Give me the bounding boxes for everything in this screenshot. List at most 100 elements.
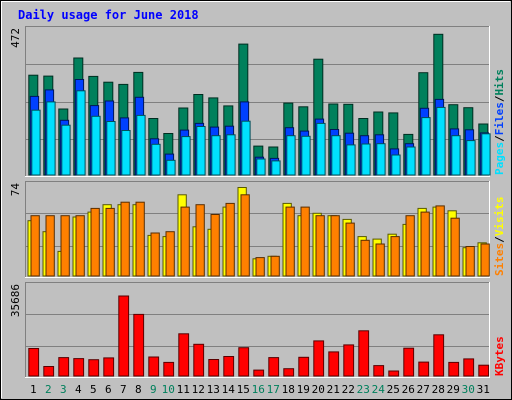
bar-pages-day-22	[346, 144, 356, 176]
legend-separator: /	[493, 95, 506, 102]
bar-sites-day-16	[255, 257, 265, 277]
legend-hits: Hits	[493, 69, 506, 96]
legend-visits: Visits	[493, 197, 506, 237]
bar-sites-day-1	[30, 215, 40, 277]
bar-pages-day-19	[301, 135, 311, 176]
bar-pages-day-25	[391, 154, 401, 176]
bar-sites-day-5	[90, 207, 100, 277]
bar-kbytes-day-24	[373, 365, 385, 377]
ymax-label: 35686	[9, 284, 22, 317]
bar-pages-day-9	[151, 143, 161, 176]
bar-kbytes-day-10	[163, 361, 175, 377]
bar-sites-day-22	[345, 222, 355, 277]
day-label-26: 26	[402, 383, 415, 396]
bar-sites-day-31	[480, 243, 490, 277]
bar-pages-day-14	[226, 134, 236, 176]
bar-kbytes-day-14	[223, 356, 235, 377]
ymax-label: 74	[9, 183, 22, 197]
bar-pages-day-6	[106, 121, 116, 176]
day-label-27: 27	[417, 383, 430, 396]
bar-sites-day-20	[315, 215, 325, 277]
day-label-11: 11	[177, 383, 190, 396]
bar-kbytes-day-22	[343, 344, 355, 377]
bar-sites-day-23	[360, 239, 370, 277]
day-label-25: 25	[387, 383, 400, 396]
bar-sites-day-2	[45, 215, 55, 277]
bar-pages-day-13	[211, 135, 221, 176]
bar-pages-day-8	[136, 114, 146, 176]
day-label-18: 18	[282, 383, 295, 396]
bar-pages-day-2	[46, 101, 56, 176]
bar-pages-day-31	[481, 133, 491, 176]
bar-pages-day-3	[61, 124, 71, 176]
bar-sites-day-6	[105, 207, 115, 277]
bar-pages-day-15	[241, 120, 251, 176]
bar-pages-day-21	[331, 135, 341, 176]
day-label-22: 22	[342, 383, 355, 396]
day-label-3: 3	[60, 383, 67, 396]
side-legend: Pages/Files/Hits	[493, 69, 506, 175]
bar-pages-day-10	[166, 159, 176, 176]
bar-sites-day-25	[390, 236, 400, 277]
day-label-20: 20	[312, 383, 325, 396]
bar-kbytes-day-16	[253, 369, 265, 377]
day-label-15: 15	[237, 383, 250, 396]
bar-kbytes-day-12	[193, 343, 205, 377]
bar-sites-day-12	[195, 204, 205, 277]
bar-kbytes-day-4	[73, 358, 85, 377]
day-label-17: 17	[267, 383, 280, 396]
bar-sites-day-8	[135, 201, 145, 277]
bar-kbytes-day-13	[208, 359, 220, 377]
day-label-29: 29	[447, 383, 460, 396]
bar-kbytes-day-20	[313, 340, 325, 377]
bar-kbytes-day-11	[178, 333, 190, 377]
bar-pages-day-5	[91, 115, 101, 176]
day-label-4: 4	[75, 383, 82, 396]
ymax-label: 472	[9, 28, 22, 48]
bar-sites-day-4	[75, 215, 85, 277]
day-label-9: 9	[150, 383, 157, 396]
bar-sites-day-21	[330, 215, 340, 277]
bar-pages-day-26	[406, 146, 416, 176]
bar-sites-day-13	[210, 214, 220, 277]
bar-sites-day-29	[450, 217, 460, 277]
legend-kbytes: KBytes	[493, 336, 506, 376]
bar-pages-day-16	[256, 158, 266, 176]
day-label-30: 30	[462, 383, 475, 396]
bar-kbytes-day-30	[463, 358, 475, 377]
bar-pages-day-29	[451, 135, 461, 176]
bar-sites-day-17	[270, 255, 280, 277]
bar-sites-day-18	[285, 206, 295, 277]
day-label-21: 21	[327, 383, 340, 396]
bar-kbytes-day-7	[118, 295, 130, 377]
bar-pages-day-12	[196, 126, 206, 176]
bar-pages-day-27	[421, 117, 431, 176]
bar-sites-day-30	[465, 246, 475, 277]
legend-sites: Sites	[493, 243, 506, 276]
bar-kbytes-day-31	[478, 364, 490, 377]
bar-kbytes-day-26	[403, 347, 415, 377]
bar-pages-day-24	[376, 143, 386, 176]
side-legend: KBytes	[493, 336, 506, 376]
day-label-2: 2	[45, 383, 52, 396]
bar-kbytes-day-21	[328, 351, 340, 377]
bar-kbytes-day-25	[388, 370, 400, 377]
day-label-19: 19	[297, 383, 310, 396]
bar-sites-day-27	[420, 211, 430, 277]
bar-pages-day-23	[361, 143, 371, 176]
bar-pages-day-18	[286, 135, 296, 176]
day-label-14: 14	[222, 383, 236, 396]
bar-sites-day-24	[375, 243, 385, 277]
legend-separator: /	[493, 236, 506, 243]
side-legend: Sites/Visits	[493, 197, 506, 277]
bar-kbytes-day-5	[88, 359, 100, 377]
day-label-28: 28	[432, 383, 445, 396]
day-label-8: 8	[135, 383, 142, 396]
bar-pages-day-20	[316, 122, 326, 176]
bar-kbytes-day-19	[298, 356, 310, 377]
day-label-7: 7	[120, 383, 127, 396]
bar-sites-day-11	[180, 206, 190, 277]
bar-pages-day-7	[121, 130, 131, 176]
bar-pages-day-17	[271, 160, 281, 176]
